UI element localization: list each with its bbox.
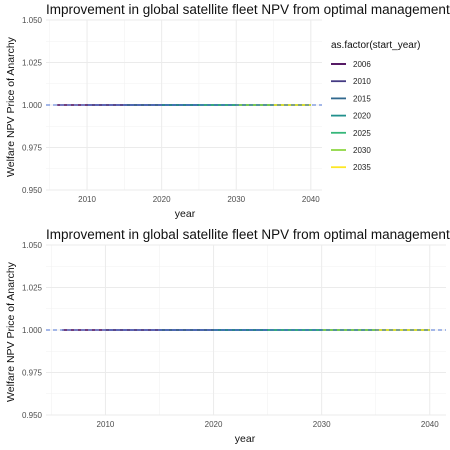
chart-1-y-tick-label: 0.950 [22,186,43,195]
chart-2-y-axis-label: Welfare NPV Price of Anarchy [5,261,17,402]
chart-1-y-tick-label: 1.050 [22,16,43,25]
chart-2-y-tick-label: 0.975 [22,369,43,378]
chart-1-y-tick-label: 0.975 [22,144,43,153]
chart-2-y-tick-label: 1.050 [22,241,43,250]
chart-1-y-tick-label: 1.000 [22,101,43,110]
chart-1-legend-label: 2035 [353,163,371,172]
chart-2-y-tick-label: 0.950 [22,411,43,420]
chart-2-plot: 2010 2020 2030 2040 0.950 0.975 1.000 1.025 1.05… [22,241,446,429]
chart-1-x-tick-label: 2040 [302,195,320,204]
chart-2-x-tick-label: 2040 [421,420,439,429]
chart-1-legend-title: as.factor(start_year) [331,40,420,51]
chart-1-x-tick-label: 2020 [153,195,171,204]
chart-2-y-tick-label: 1.025 [22,284,43,293]
chart-1-x-tick-label: 2010 [78,195,96,204]
chart-2-y-tick-label: 1.000 [22,326,43,335]
chart-2-x-axis-label: year [235,433,256,445]
chart-1-legend-label: 2020 [353,112,371,121]
chart-1-plot: 2010 2020 2030 2040 0.950 0.975 1.000 1.025 1.05… [22,16,371,204]
chart-1-legend-label: 2015 [353,94,371,103]
chart-1-x-axis-label: year [175,208,196,220]
chart-2-x-tick-label: 2010 [97,420,115,429]
chart-1-y-tick-label: 1.025 [22,59,43,68]
chart-1-x-tick-label: 2030 [227,195,245,204]
chart-1-y-axis-label: Welfare NPV Price of Anarchy [5,36,17,177]
chart-2-x-tick-label: 2030 [313,420,331,429]
chart-2-x-tick-label: 2020 [205,420,223,429]
chart-1-legend-label: 2025 [353,129,371,138]
chart-1-legend-label: 2010 [353,77,371,86]
chart-1-title: Improvement in global satellite fleet NP… [46,2,450,17]
chart-1-legend-label: 2006 [353,60,371,69]
chart-1-legend-label: 2030 [353,146,371,155]
chart-2-title: Improvement in global satellite fleet NP… [46,227,450,242]
